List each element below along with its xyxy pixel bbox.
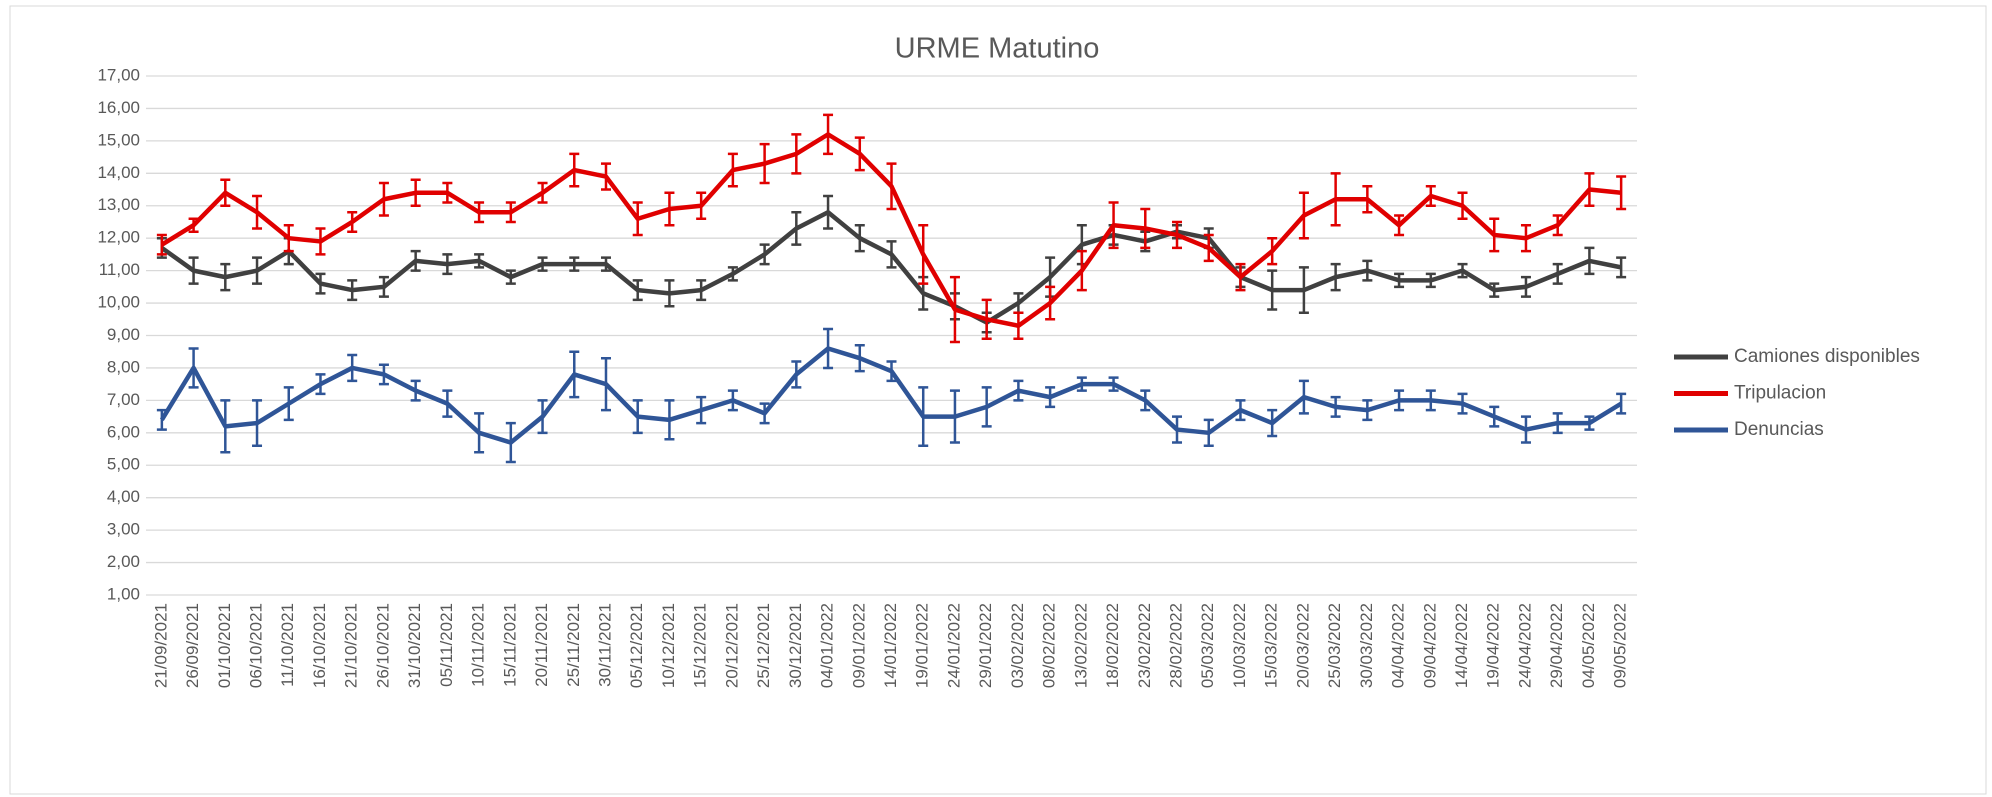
error-bar: [1616, 175, 1627, 211]
legend-label: Denuncias: [1734, 419, 1824, 440]
y-tick-label: 8,00: [107, 357, 140, 376]
legend-label: Tripulacion: [1734, 383, 1826, 404]
legend-label: Camiones disponibles: [1734, 346, 1920, 367]
y-tick-label: 14,00: [97, 163, 140, 182]
x-tick-label: 28/02/2022: [1166, 603, 1185, 688]
y-tick-label: 10,00: [97, 293, 140, 312]
y-tick-label: 4,00: [107, 487, 140, 506]
x-tick-label: 19/04/2022: [1484, 603, 1503, 688]
x-tick-label: 03/02/2022: [1008, 603, 1027, 688]
y-tick-label: 5,00: [107, 455, 140, 474]
y-tick-label: 9,00: [107, 325, 140, 344]
x-tick-label: 25/12/2021: [754, 603, 773, 688]
x-tick-label: 29/01/2022: [976, 603, 995, 688]
x-tick-label: 04/01/2022: [818, 603, 837, 688]
x-tick-label: 23/02/2022: [1135, 603, 1154, 688]
x-tick-label: 10/03/2022: [1230, 603, 1249, 688]
x-tick-label: 04/04/2022: [1389, 603, 1408, 688]
x-tick-label: 21/10/2021: [342, 603, 361, 688]
x-tick-label: 13/02/2022: [1071, 603, 1090, 688]
x-tick-label: 20/11/2021: [532, 603, 551, 687]
x-tick-label: 05/03/2022: [1198, 603, 1217, 688]
x-tick-label: 15/12/2021: [691, 603, 710, 688]
x-tick-label: 24/01/2022: [944, 603, 963, 688]
x-tick-label: 14/01/2022: [881, 603, 900, 688]
x-tick-label: 16/10/2021: [310, 603, 329, 688]
x-tick-label: 30/12/2021: [786, 603, 805, 688]
x-tick-label: 14/04/2022: [1452, 603, 1471, 688]
y-tick-label: 7,00: [107, 390, 140, 409]
x-tick-label: 10/12/2021: [659, 603, 678, 688]
series-line: [160, 209, 1622, 325]
x-tick-label: 05/12/2021: [627, 603, 646, 688]
x-tick-label: 15/03/2022: [1262, 603, 1281, 688]
x-tick-label: 20/12/2021: [722, 603, 741, 688]
x-tick-label: 10/11/2021: [469, 603, 488, 687]
chart-title: URME Matutino: [895, 33, 1100, 65]
error-bar: [1616, 392, 1627, 415]
y-tick-label: 12,00: [97, 228, 140, 247]
y-tick-label: 2,00: [107, 552, 140, 571]
x-tick-label: 20/03/2022: [1293, 603, 1312, 688]
x-tick-label: 26/10/2021: [373, 603, 392, 688]
series-line: [160, 132, 1622, 329]
error-bar: [1616, 256, 1627, 279]
x-tick-label: 21/09/2021: [151, 603, 170, 688]
x-tick-label: 25/11/2021: [564, 603, 583, 687]
x-tick-label: 30/11/2021: [595, 603, 614, 687]
x-tick-label: 18/02/2022: [1103, 603, 1122, 688]
x-tick-label: 09/04/2022: [1420, 603, 1439, 688]
x-tick-label: 31/10/2021: [405, 603, 424, 688]
y-tick-label: 16,00: [97, 98, 140, 117]
y-tick-label: 17,00: [97, 65, 140, 84]
y-tick-label: 3,00: [107, 520, 140, 539]
x-tick-label: 04/05/2022: [1579, 603, 1598, 688]
x-tick-label: 24/04/2022: [1515, 603, 1534, 688]
x-tick-label: 08/02/2022: [1040, 603, 1059, 688]
y-tick-label: 1,00: [107, 584, 140, 603]
x-tick-label: 26/09/2021: [183, 603, 202, 688]
x-tick-label: 25/03/2022: [1325, 603, 1344, 688]
series-line: [159, 346, 1623, 445]
x-tick-label: 09/01/2022: [849, 603, 868, 688]
x-tick-label: 01/10/2021: [215, 603, 234, 688]
y-tick-label: 11,00: [99, 260, 140, 279]
x-tick-label: 29/04/2022: [1547, 603, 1566, 688]
x-tick-label: 15/11/2021: [500, 603, 519, 687]
x-tick-label: 06/10/2021: [247, 603, 266, 688]
x-tick-label: 11/10/2021: [278, 603, 297, 687]
y-tick-label: 6,00: [107, 422, 140, 441]
x-tick-label: 09/05/2022: [1611, 603, 1630, 688]
y-tick-label: 15,00: [97, 130, 140, 149]
x-tick-label: 05/11/2021: [437, 603, 456, 687]
y-tick-label: 13,00: [97, 195, 140, 214]
x-tick-label: 19/01/2022: [913, 603, 932, 688]
x-tick-label: 30/03/2022: [1357, 603, 1376, 688]
